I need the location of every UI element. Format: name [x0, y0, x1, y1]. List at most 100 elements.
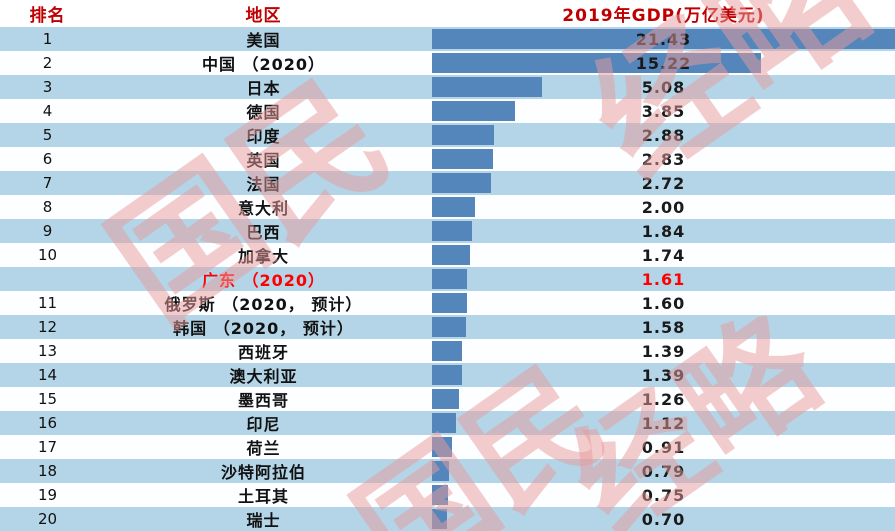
- gdp-value: 1.74: [641, 245, 686, 265]
- gdp-cell: 0.70: [432, 507, 895, 531]
- gdp-bar: [432, 149, 494, 169]
- table-row: 10 加拿大 1.74: [0, 243, 895, 267]
- region-cell: 德国: [246, 103, 281, 122]
- rank-cell: 15: [37, 390, 58, 408]
- region-cell: 澳大利亚: [229, 367, 298, 386]
- table-row: 广东 （2020） 1.61: [0, 267, 895, 291]
- region-cell: 荷兰: [246, 439, 281, 458]
- rank-cell: 4: [42, 102, 53, 120]
- rank-cell: 11: [37, 294, 58, 312]
- rank-cell: 19: [37, 486, 58, 504]
- region-cell: 法国: [246, 175, 281, 194]
- table-row: 1 美国 21.43: [0, 27, 895, 51]
- gdp-cell: 1.84: [432, 219, 895, 243]
- gdp-cell: 1.74: [432, 243, 895, 267]
- gdp-bar: [432, 509, 448, 529]
- region-cell: 墨西哥: [237, 391, 289, 410]
- rank-cell: 14: [37, 366, 58, 384]
- gdp-value: 1.26: [641, 389, 686, 409]
- table-body: 1 美国 21.43 2 中国 （2020） 15.22 3 日本 5.08 4 德国 3.85 5 印度…: [0, 27, 895, 531]
- gdp-cell: 3.85: [432, 99, 895, 123]
- gdp-cell: 5.08: [432, 75, 895, 99]
- gdp-bar: [432, 77, 542, 97]
- gdp-value: 1.39: [641, 341, 686, 361]
- region-cell: 印尼: [246, 415, 281, 434]
- table-row: 17 荷兰 0.91: [0, 435, 895, 459]
- gdp-bar: [432, 101, 516, 121]
- table-row: 20 瑞士 0.70: [0, 507, 895, 531]
- gdp-value: 2.00: [641, 197, 686, 217]
- rank-cell: 16: [37, 414, 58, 432]
- rank-cell: [0, 267, 95, 291]
- region-cell: 巴西: [246, 223, 281, 242]
- region-cell: 沙特阿拉伯: [220, 463, 306, 482]
- gdp-value: 0.70: [641, 509, 686, 529]
- gdp-value: 1.61: [641, 269, 686, 289]
- region-cell: 土耳其: [237, 487, 289, 506]
- rank-cell: 5: [42, 126, 53, 144]
- table-header: 排名 地区 2019年GDP(万亿美元): [0, 0, 895, 27]
- table-row: 19 土耳其 0.75: [0, 483, 895, 507]
- region-cell: 俄罗斯 （2020， 预计）: [164, 295, 363, 314]
- region-cell: 西班牙: [237, 343, 289, 362]
- gdp-bar: [432, 389, 460, 409]
- region-cell: 英国: [246, 151, 281, 170]
- table-row: 5 印度 2.88: [0, 123, 895, 147]
- gdp-value: 0.75: [641, 485, 686, 505]
- gdp-bar: [432, 461, 450, 481]
- gdp-cell: 1.60: [432, 291, 895, 315]
- gdp-cell: 2.83: [432, 147, 895, 171]
- region-cell: 韩国 （2020， 预计）: [173, 319, 354, 338]
- gdp-cell: 1.39: [432, 339, 895, 363]
- region-cell: 瑞士: [246, 511, 281, 530]
- gdp-bar: [432, 245, 470, 265]
- gdp-bar: [432, 365, 463, 385]
- table-row: 3 日本 5.08: [0, 75, 895, 99]
- gdp-bar: [432, 125, 495, 145]
- rank-cell: 10: [37, 246, 58, 264]
- gdp-bar: [432, 221, 472, 241]
- region-cell: 加拿大: [237, 247, 289, 266]
- gdp-bar: [432, 341, 463, 361]
- region-cell: 日本: [246, 79, 281, 98]
- gdp-cell: 1.61: [432, 267, 895, 291]
- gdp-value: 0.79: [641, 461, 686, 481]
- table-row: 11 俄罗斯 （2020， 预计） 1.60: [0, 291, 895, 315]
- header-region-label: 地区: [245, 6, 282, 26]
- gdp-bar: [432, 197, 476, 217]
- gdp-cell: 2.00: [432, 195, 895, 219]
- table-row: 9 巴西 1.84: [0, 219, 895, 243]
- rank-cell: 20: [37, 510, 58, 528]
- region-cell: 意大利: [237, 199, 289, 218]
- rank-cell: 9: [42, 222, 53, 240]
- gdp-value: 1.60: [641, 293, 686, 313]
- gdp-cell: 1.39: [432, 363, 895, 387]
- table-row: 12 韩国 （2020， 预计） 1.58: [0, 315, 895, 339]
- rank-cell: 7: [42, 174, 53, 192]
- rank-cell: 13: [37, 342, 58, 360]
- rank-cell: 12: [37, 318, 58, 336]
- table-row: 6 英国 2.83: [0, 147, 895, 171]
- table-row: 8 意大利 2.00: [0, 195, 895, 219]
- gdp-value: 1.39: [641, 365, 686, 385]
- table-row: 15 墨西哥 1.26: [0, 387, 895, 411]
- gdp-value: 2.83: [641, 149, 686, 169]
- table-row: 7 法国 2.72: [0, 171, 895, 195]
- gdp-bar: [432, 53, 761, 73]
- gdp-cell: 0.91: [432, 435, 895, 459]
- gdp-bar: [432, 413, 457, 433]
- gdp-value: 2.72: [641, 173, 686, 193]
- table-row: 18 沙特阿拉伯 0.79: [0, 459, 895, 483]
- gdp-value: 1.12: [641, 413, 686, 433]
- rank-cell: 18: [37, 462, 58, 480]
- gdp-bar: [432, 317, 467, 337]
- gdp-value: 21.43: [635, 29, 692, 49]
- table-row: 16 印尼 1.12: [0, 411, 895, 435]
- gdp-cell: 2.88: [432, 123, 895, 147]
- rank-cell: 17: [37, 438, 58, 456]
- header-gdp-label: 2019年GDP(万亿美元): [562, 6, 765, 26]
- gdp-bar: [432, 437, 452, 457]
- gdp-cell: 1.12: [432, 411, 895, 435]
- gdp-cell: 2.72: [432, 171, 895, 195]
